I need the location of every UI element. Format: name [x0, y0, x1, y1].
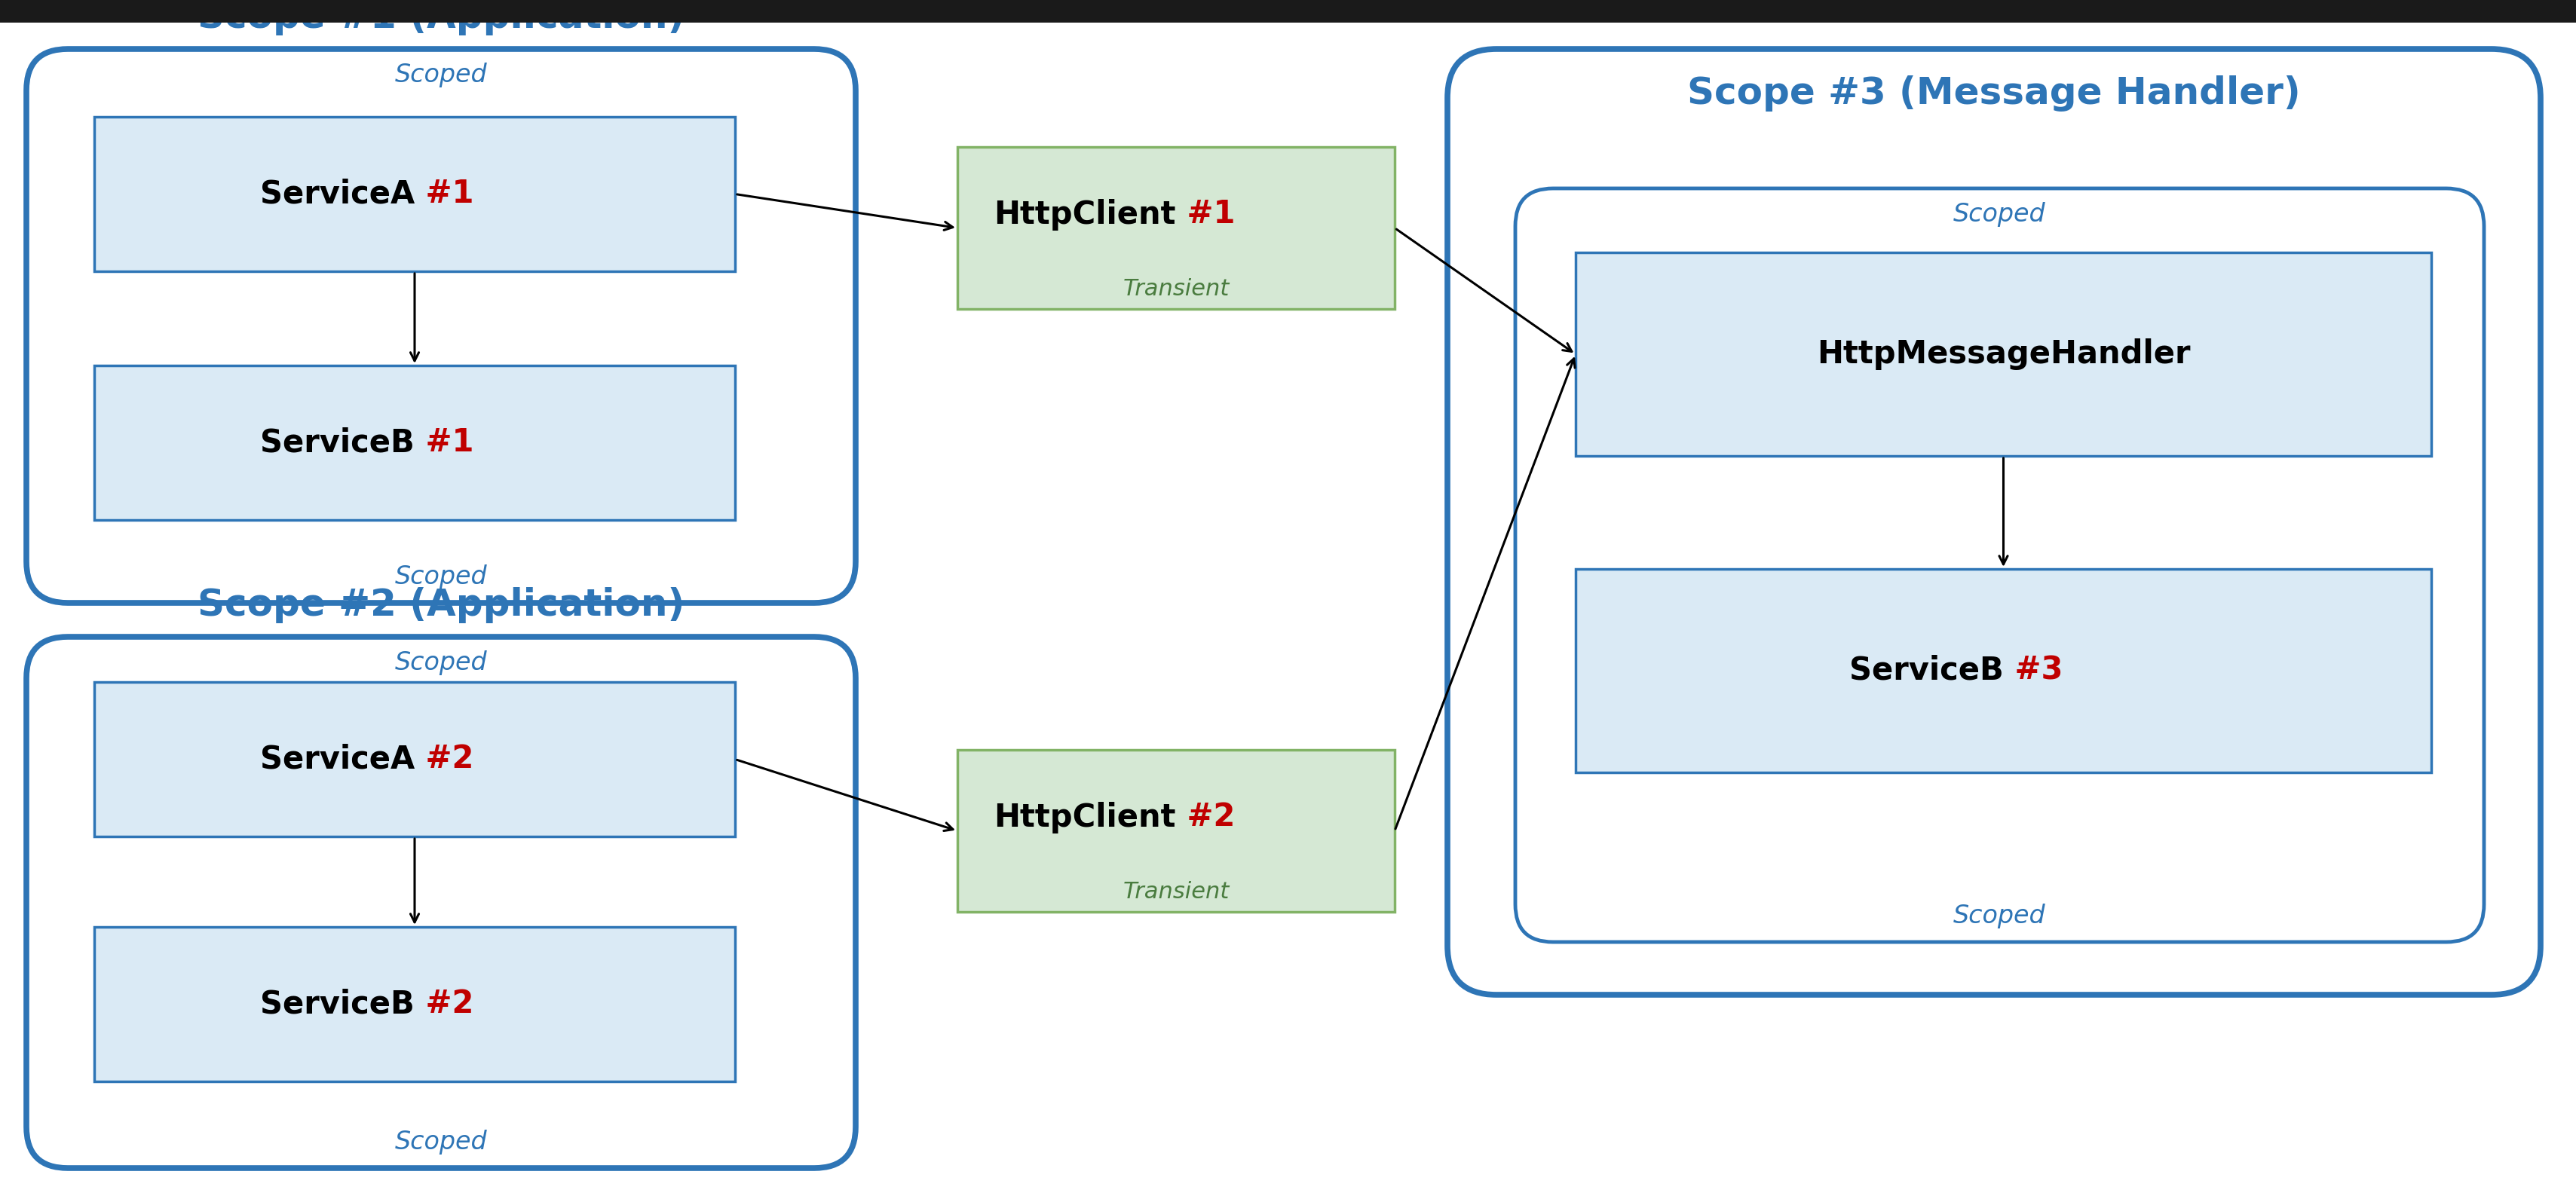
FancyBboxPatch shape [1515, 189, 2483, 942]
Bar [1577, 569, 2432, 773]
FancyBboxPatch shape [1448, 49, 2540, 995]
Bar [95, 927, 734, 1082]
Text: Scoped: Scoped [394, 1130, 487, 1155]
Text: #1: #1 [1177, 198, 1236, 231]
Bar [95, 682, 734, 837]
Text: #1: #1 [415, 427, 474, 459]
Bar [958, 147, 1394, 309]
Text: Scope #3 (Message Handler): Scope #3 (Message Handler) [1687, 76, 2300, 112]
Text: #1: #1 [415, 178, 474, 210]
Bar [95, 117, 734, 272]
Text: #2: #2 [415, 743, 474, 775]
Text: Scoped: Scoped [394, 650, 487, 676]
Text: #2: #2 [1177, 802, 1234, 833]
Text: ServiceA: ServiceA [260, 178, 415, 210]
Text: ServiceA: ServiceA [260, 743, 415, 775]
Bar [1577, 252, 2432, 456]
Text: Transient: Transient [1123, 278, 1229, 300]
Text: HttpClient: HttpClient [994, 198, 1177, 231]
Text: #3: #3 [2004, 655, 2063, 686]
Text: Scoped: Scoped [1953, 904, 2045, 928]
FancyBboxPatch shape [26, 637, 855, 1168]
Bar [0, 0, 2576, 23]
Text: HttpClient: HttpClient [994, 802, 1177, 833]
Text: ServiceB: ServiceB [260, 988, 415, 1020]
Text: ServiceB: ServiceB [260, 427, 415, 459]
Bar [958, 750, 1394, 912]
Text: Scoped: Scoped [394, 565, 487, 589]
Text: #2: #2 [415, 988, 474, 1020]
Bar [95, 365, 734, 520]
Text: ServiceB: ServiceB [1850, 655, 2004, 686]
Text: HttpMessageHandler: HttpMessageHandler [1816, 339, 2190, 370]
Text: Scoped: Scoped [1953, 202, 2045, 227]
Text: Transient: Transient [1123, 881, 1229, 903]
Text: Scoped: Scoped [394, 63, 487, 88]
Text: Scope #1 (Application): Scope #1 (Application) [198, 0, 685, 35]
FancyBboxPatch shape [26, 49, 855, 603]
Text: Scope #2 (Application): Scope #2 (Application) [198, 587, 685, 623]
